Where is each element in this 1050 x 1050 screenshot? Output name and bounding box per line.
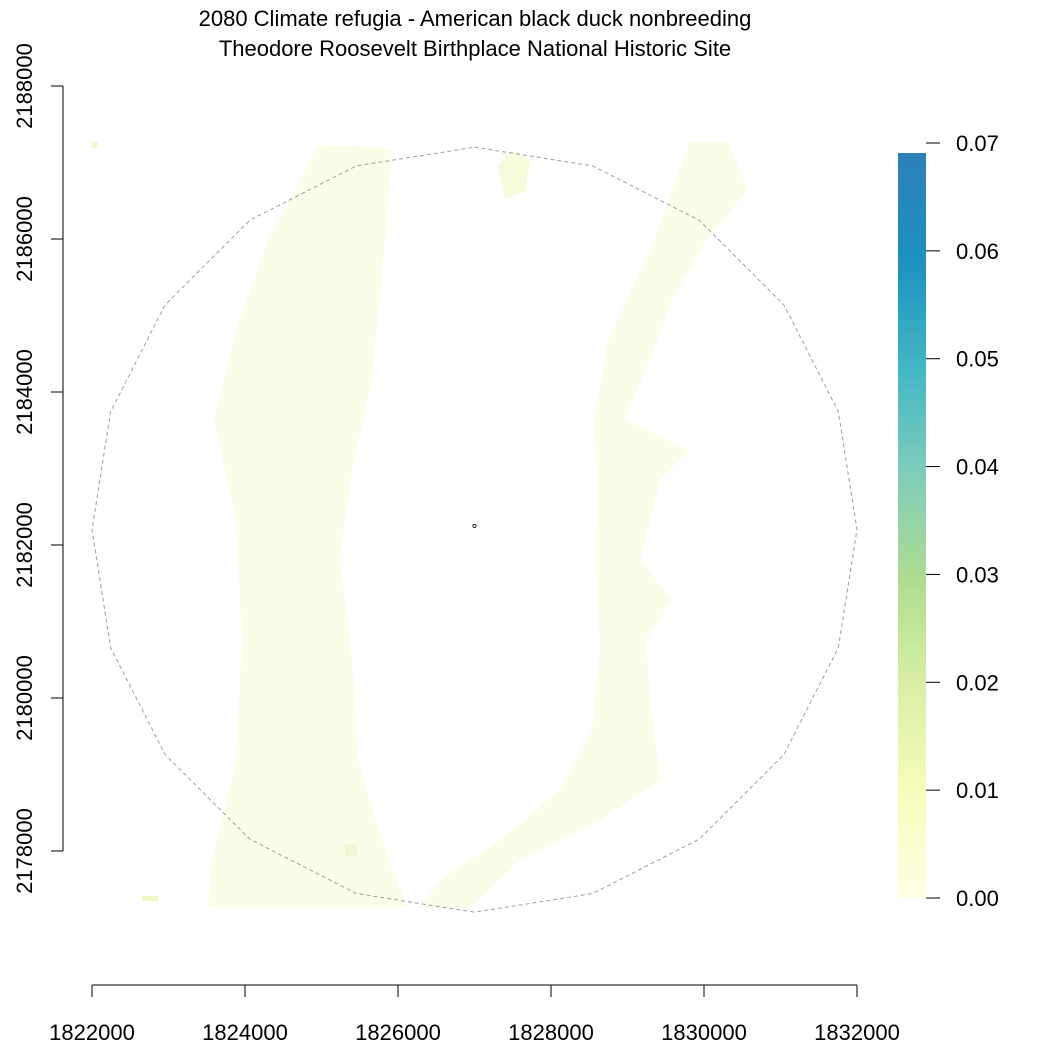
x-tick-label: 1822000 <box>49 1020 135 1045</box>
x-tick-label: 1826000 <box>355 1020 441 1045</box>
x-tick-label: 1824000 <box>202 1020 288 1045</box>
raster-west-shore <box>208 145 408 908</box>
park-buffer-boundary <box>91 146 858 913</box>
legend-tick-label: 0.01 <box>956 778 999 803</box>
legend-tick-label: 0.04 <box>956 455 999 480</box>
raster-island <box>498 150 530 198</box>
y-axis: 2178000 2180000 2182000 2184000 2186000 21880… <box>12 43 64 894</box>
x-axis: 1822000 1824000 1826000 1828000 1830000 18320… <box>49 984 900 1045</box>
legend-tick-label: 0.05 <box>956 347 999 372</box>
x-tick-label: 1832000 <box>814 1020 900 1045</box>
y-tick-label: 2184000 <box>12 349 37 435</box>
y-tick-label: 2180000 <box>12 655 37 741</box>
y-tick-label: 2188000 <box>12 43 37 129</box>
legend-tick-label: 0.07 <box>956 131 999 156</box>
map-title-line-2: Theodore Roosevelt Birthplace National H… <box>218 36 732 61</box>
raster-east-shore <box>420 142 748 908</box>
color-legend: 0.00 0.01 0.02 0.03 0.04 0.05 0.06 0.07 <box>898 131 999 911</box>
x-tick-label: 1830000 <box>661 1020 747 1045</box>
legend-color-bar <box>898 153 926 898</box>
legend-tick-label: 0.02 <box>956 670 999 695</box>
x-tick-label: 1828000 <box>508 1020 594 1045</box>
y-tick-label: 2178000 <box>12 808 37 894</box>
raster-fragment <box>345 844 357 856</box>
legend-tick-label: 0.03 <box>956 562 999 587</box>
y-tick-label: 2186000 <box>12 196 37 282</box>
refugia-raster <box>92 142 748 908</box>
site-location-marker <box>472 523 477 528</box>
raster-fragment <box>142 896 158 901</box>
map-title-line-1: 2080 Climate refugia - American black du… <box>198 6 752 31</box>
raster-fragment <box>92 142 98 148</box>
y-tick-label: 2182000 <box>12 502 37 588</box>
boundary-polygon <box>91 146 858 913</box>
legend-tick-label: 0.00 <box>956 886 999 911</box>
legend-tick-label: 0.06 <box>956 239 999 264</box>
site-point <box>472 523 477 528</box>
